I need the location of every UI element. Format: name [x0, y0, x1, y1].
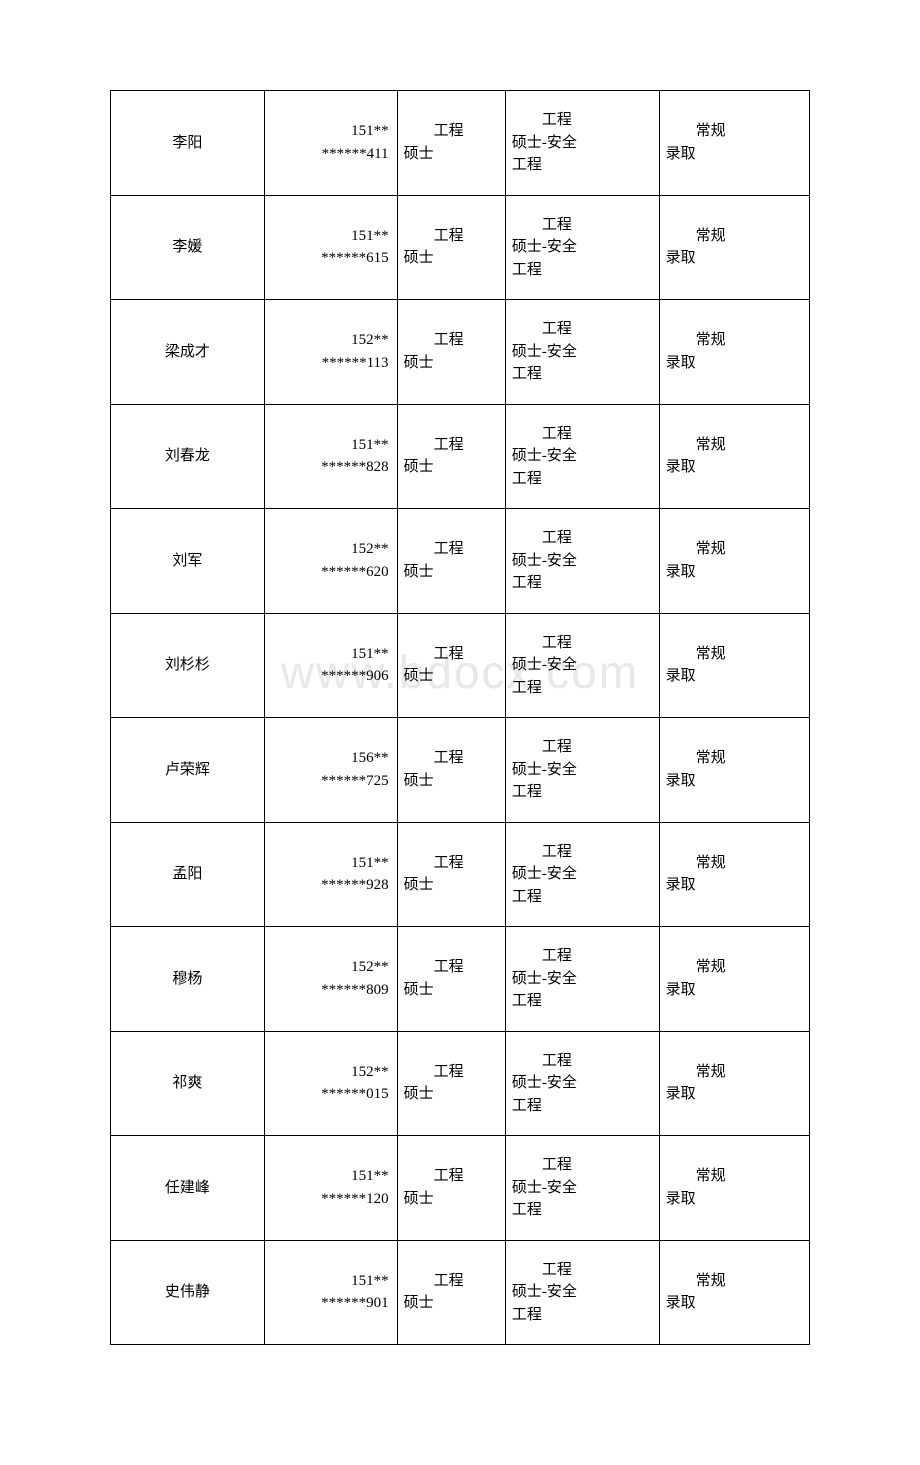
table-row: 史伟静151********901工程硕士工程硕士-安全工程常规录取 — [111, 1240, 810, 1345]
cell-phone: 151********411 — [264, 91, 397, 196]
cell-phone: 151********928 — [264, 822, 397, 927]
cell-status: 常规录取 — [659, 91, 809, 196]
cell-degree: 工程硕士 — [397, 509, 505, 614]
cell-name: 李媛 — [111, 195, 265, 300]
cell-name: 史伟静 — [111, 1240, 265, 1345]
cell-degree: 工程硕士 — [397, 718, 505, 823]
table-row: 任建峰151********120工程硕士工程硕士-安全工程常规录取 — [111, 1136, 810, 1241]
cell-phone: 152********620 — [264, 509, 397, 614]
cell-name: 孟阳 — [111, 822, 265, 927]
table-row: 李媛151********615工程硕士工程硕士-安全工程常规录取 — [111, 195, 810, 300]
cell-degree: 工程硕士 — [397, 1031, 505, 1136]
cell-name: 刘军 — [111, 509, 265, 614]
cell-status: 常规录取 — [659, 613, 809, 718]
cell-degree: 工程硕士 — [397, 1136, 505, 1241]
cell-status: 常规录取 — [659, 1136, 809, 1241]
cell-name: 刘春龙 — [111, 404, 265, 509]
cell-status: 常规录取 — [659, 509, 809, 614]
cell-name: 穆杨 — [111, 927, 265, 1032]
table-row: 卢荣辉156********725工程硕士工程硕士-安全工程常规录取 — [111, 718, 810, 823]
cell-phone: 151********120 — [264, 1136, 397, 1241]
cell-phone: 152********809 — [264, 927, 397, 1032]
cell-name: 梁成才 — [111, 300, 265, 405]
cell-degree: 工程硕士 — [397, 195, 505, 300]
cell-major: 工程硕士-安全工程 — [505, 91, 659, 196]
cell-status: 常规录取 — [659, 718, 809, 823]
table-row: 梁成才152********113工程硕士工程硕士-安全工程常规录取 — [111, 300, 810, 405]
cell-phone: 151********615 — [264, 195, 397, 300]
cell-status: 常规录取 — [659, 1031, 809, 1136]
cell-degree: 工程硕士 — [397, 91, 505, 196]
cell-phone: 152********015 — [264, 1031, 397, 1136]
cell-status: 常规录取 — [659, 1240, 809, 1345]
table-row: 孟阳151********928工程硕士工程硕士-安全工程常规录取 — [111, 822, 810, 927]
table-container: 李阳151********411工程硕士工程硕士-安全工程常规录取李媛151**… — [110, 90, 810, 1345]
cell-name: 卢荣辉 — [111, 718, 265, 823]
cell-status: 常规录取 — [659, 195, 809, 300]
cell-major: 工程硕士-安全工程 — [505, 1136, 659, 1241]
cell-degree: 工程硕士 — [397, 927, 505, 1032]
cell-name: 李阳 — [111, 91, 265, 196]
table-body: 李阳151********411工程硕士工程硕士-安全工程常规录取李媛151**… — [111, 91, 810, 1345]
cell-name: 任建峰 — [111, 1136, 265, 1241]
cell-degree: 工程硕士 — [397, 1240, 505, 1345]
table-row: 刘杉杉151********906工程硕士工程硕士-安全工程常规录取 — [111, 613, 810, 718]
table-row: 刘春龙151********828工程硕士工程硕士-安全工程常规录取 — [111, 404, 810, 509]
cell-major: 工程硕士-安全工程 — [505, 1240, 659, 1345]
table-row: 刘军152********620工程硕士工程硕士-安全工程常规录取 — [111, 509, 810, 614]
cell-major: 工程硕士-安全工程 — [505, 195, 659, 300]
admission-table: 李阳151********411工程硕士工程硕士-安全工程常规录取李媛151**… — [110, 90, 810, 1345]
table-row: 李阳151********411工程硕士工程硕士-安全工程常规录取 — [111, 91, 810, 196]
cell-major: 工程硕士-安全工程 — [505, 404, 659, 509]
cell-major: 工程硕士-安全工程 — [505, 613, 659, 718]
table-row: 穆杨152********809工程硕士工程硕士-安全工程常规录取 — [111, 927, 810, 1032]
cell-status: 常规录取 — [659, 300, 809, 405]
cell-major: 工程硕士-安全工程 — [505, 1031, 659, 1136]
cell-degree: 工程硕士 — [397, 613, 505, 718]
cell-status: 常规录取 — [659, 404, 809, 509]
cell-major: 工程硕士-安全工程 — [505, 927, 659, 1032]
cell-degree: 工程硕士 — [397, 300, 505, 405]
cell-name: 刘杉杉 — [111, 613, 265, 718]
cell-phone: 151********901 — [264, 1240, 397, 1345]
cell-major: 工程硕士-安全工程 — [505, 300, 659, 405]
cell-degree: 工程硕士 — [397, 404, 505, 509]
cell-status: 常规录取 — [659, 822, 809, 927]
cell-phone: 151********828 — [264, 404, 397, 509]
table-row: 祁爽152********015工程硕士工程硕士-安全工程常规录取 — [111, 1031, 810, 1136]
cell-name: 祁爽 — [111, 1031, 265, 1136]
cell-degree: 工程硕士 — [397, 822, 505, 927]
cell-major: 工程硕士-安全工程 — [505, 822, 659, 927]
cell-major: 工程硕士-安全工程 — [505, 718, 659, 823]
cell-phone: 151********906 — [264, 613, 397, 718]
cell-major: 工程硕士-安全工程 — [505, 509, 659, 614]
cell-phone: 152********113 — [264, 300, 397, 405]
cell-phone: 156********725 — [264, 718, 397, 823]
cell-status: 常规录取 — [659, 927, 809, 1032]
